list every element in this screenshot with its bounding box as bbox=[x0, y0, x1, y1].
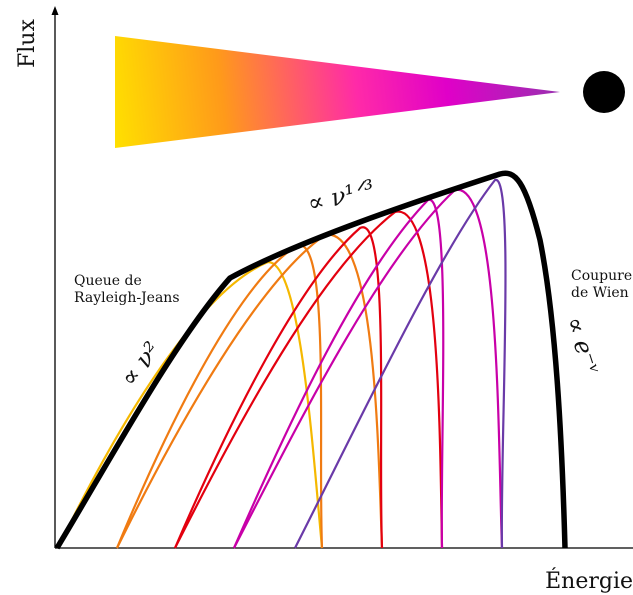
component-curve-magenta-2 bbox=[233, 188, 504, 549]
wien-label-line1: Coupure bbox=[571, 268, 632, 284]
source-dot-icon bbox=[583, 71, 625, 113]
law-low-energy: ∝ ν² bbox=[115, 337, 167, 392]
rayleigh-jeans-label-line1: Queue de bbox=[74, 273, 142, 289]
axes bbox=[51, 6, 633, 549]
component-curve-purple bbox=[294, 178, 507, 549]
component-curve-magenta-1 bbox=[232, 198, 445, 549]
law-mid-energy: ∝ ν¹ᐟ³ bbox=[305, 174, 378, 218]
law-high-energy: ∝ e⁻ᵛ bbox=[560, 313, 605, 378]
y-axis-title: Flux bbox=[15, 19, 40, 68]
rayleigh-jeans-label-line2: Rayleigh-Jeans bbox=[74, 290, 180, 306]
component-curve-red-2 bbox=[174, 210, 444, 549]
wien-label-line2: de Wien bbox=[571, 285, 629, 301]
envelope-curve bbox=[54, 170, 568, 550]
y-axis-arrowhead bbox=[51, 6, 59, 15]
x-axis-title: Énergie bbox=[545, 567, 633, 594]
emission-cone bbox=[115, 36, 560, 148]
component-curve-red-1 bbox=[173, 226, 384, 549]
